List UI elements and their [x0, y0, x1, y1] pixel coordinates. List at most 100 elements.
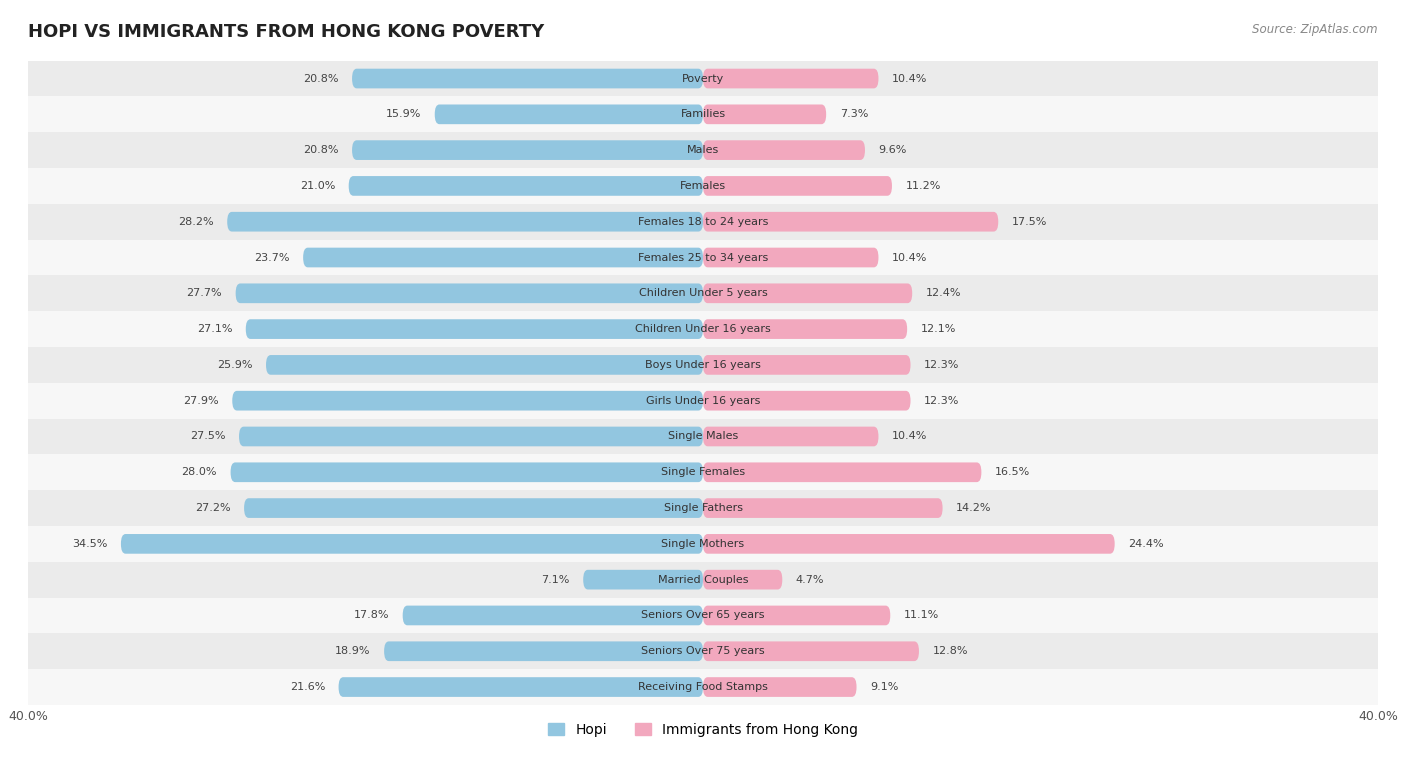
Text: 18.9%: 18.9%	[335, 647, 371, 656]
Text: Married Couples: Married Couples	[658, 575, 748, 584]
Text: 10.4%: 10.4%	[891, 252, 928, 262]
Text: 27.2%: 27.2%	[195, 503, 231, 513]
Text: 12.8%: 12.8%	[932, 647, 967, 656]
Text: Single Females: Single Females	[661, 467, 745, 478]
FancyBboxPatch shape	[703, 176, 891, 196]
FancyBboxPatch shape	[349, 176, 703, 196]
Text: Females 18 to 24 years: Females 18 to 24 years	[638, 217, 768, 227]
Text: 17.8%: 17.8%	[354, 610, 389, 621]
FancyBboxPatch shape	[703, 319, 907, 339]
Text: 21.6%: 21.6%	[290, 682, 325, 692]
FancyBboxPatch shape	[245, 498, 703, 518]
FancyBboxPatch shape	[304, 248, 703, 268]
FancyBboxPatch shape	[402, 606, 703, 625]
FancyBboxPatch shape	[236, 283, 703, 303]
Text: 11.2%: 11.2%	[905, 181, 941, 191]
Text: Females 25 to 34 years: Females 25 to 34 years	[638, 252, 768, 262]
FancyBboxPatch shape	[703, 283, 912, 303]
Bar	[28, 275, 1378, 312]
FancyBboxPatch shape	[703, 212, 998, 231]
FancyBboxPatch shape	[703, 570, 782, 590]
Text: Children Under 16 years: Children Under 16 years	[636, 324, 770, 334]
Text: 7.1%: 7.1%	[541, 575, 569, 584]
Text: 9.1%: 9.1%	[870, 682, 898, 692]
Text: 12.1%: 12.1%	[921, 324, 956, 334]
Text: 16.5%: 16.5%	[995, 467, 1031, 478]
Text: Families: Families	[681, 109, 725, 119]
Bar	[28, 204, 1378, 240]
Bar	[28, 168, 1378, 204]
Bar	[28, 132, 1378, 168]
Text: 25.9%: 25.9%	[217, 360, 253, 370]
FancyBboxPatch shape	[703, 534, 1115, 553]
FancyBboxPatch shape	[384, 641, 703, 661]
FancyBboxPatch shape	[121, 534, 703, 553]
FancyBboxPatch shape	[246, 319, 703, 339]
FancyBboxPatch shape	[434, 105, 703, 124]
Text: Children Under 5 years: Children Under 5 years	[638, 288, 768, 299]
FancyBboxPatch shape	[703, 498, 942, 518]
Text: Poverty: Poverty	[682, 74, 724, 83]
Text: 34.5%: 34.5%	[72, 539, 107, 549]
Text: 15.9%: 15.9%	[385, 109, 422, 119]
Text: 27.9%: 27.9%	[183, 396, 219, 406]
Bar	[28, 562, 1378, 597]
Text: 4.7%: 4.7%	[796, 575, 824, 584]
FancyBboxPatch shape	[703, 462, 981, 482]
FancyBboxPatch shape	[703, 391, 911, 411]
Text: 27.7%: 27.7%	[187, 288, 222, 299]
FancyBboxPatch shape	[339, 677, 703, 697]
Bar	[28, 383, 1378, 418]
Text: 10.4%: 10.4%	[891, 74, 928, 83]
Bar	[28, 526, 1378, 562]
FancyBboxPatch shape	[703, 140, 865, 160]
Bar	[28, 597, 1378, 634]
FancyBboxPatch shape	[703, 248, 879, 268]
Bar	[28, 240, 1378, 275]
Bar	[28, 418, 1378, 454]
Text: 24.4%: 24.4%	[1128, 539, 1164, 549]
Text: 11.1%: 11.1%	[904, 610, 939, 621]
Text: 14.2%: 14.2%	[956, 503, 991, 513]
Bar	[28, 61, 1378, 96]
Text: Seniors Over 75 years: Seniors Over 75 years	[641, 647, 765, 656]
FancyBboxPatch shape	[231, 462, 703, 482]
Legend: Hopi, Immigrants from Hong Kong: Hopi, Immigrants from Hong Kong	[547, 722, 859, 737]
Text: Seniors Over 65 years: Seniors Over 65 years	[641, 610, 765, 621]
FancyBboxPatch shape	[583, 570, 703, 590]
Text: 10.4%: 10.4%	[891, 431, 928, 441]
Text: Girls Under 16 years: Girls Under 16 years	[645, 396, 761, 406]
Text: 12.3%: 12.3%	[924, 396, 959, 406]
FancyBboxPatch shape	[703, 105, 827, 124]
Text: Boys Under 16 years: Boys Under 16 years	[645, 360, 761, 370]
Bar	[28, 669, 1378, 705]
Text: 20.8%: 20.8%	[304, 145, 339, 155]
Text: 21.0%: 21.0%	[299, 181, 335, 191]
Text: 28.0%: 28.0%	[181, 467, 217, 478]
Text: 9.6%: 9.6%	[879, 145, 907, 155]
Text: Single Fathers: Single Fathers	[664, 503, 742, 513]
Text: 27.5%: 27.5%	[190, 431, 225, 441]
Text: 7.3%: 7.3%	[839, 109, 868, 119]
FancyBboxPatch shape	[703, 69, 879, 89]
Bar	[28, 634, 1378, 669]
Text: 23.7%: 23.7%	[254, 252, 290, 262]
Text: 28.2%: 28.2%	[179, 217, 214, 227]
Text: 17.5%: 17.5%	[1012, 217, 1047, 227]
Bar	[28, 490, 1378, 526]
Text: 20.8%: 20.8%	[304, 74, 339, 83]
Text: 12.3%: 12.3%	[924, 360, 959, 370]
Text: Males: Males	[688, 145, 718, 155]
Text: Source: ZipAtlas.com: Source: ZipAtlas.com	[1253, 23, 1378, 36]
FancyBboxPatch shape	[266, 355, 703, 374]
FancyBboxPatch shape	[703, 427, 879, 446]
FancyBboxPatch shape	[232, 391, 703, 411]
Bar	[28, 312, 1378, 347]
FancyBboxPatch shape	[352, 69, 703, 89]
FancyBboxPatch shape	[352, 140, 703, 160]
Text: Single Males: Single Males	[668, 431, 738, 441]
Bar	[28, 454, 1378, 490]
Text: HOPI VS IMMIGRANTS FROM HONG KONG POVERTY: HOPI VS IMMIGRANTS FROM HONG KONG POVERT…	[28, 23, 544, 41]
Text: 12.4%: 12.4%	[925, 288, 962, 299]
Bar	[28, 347, 1378, 383]
